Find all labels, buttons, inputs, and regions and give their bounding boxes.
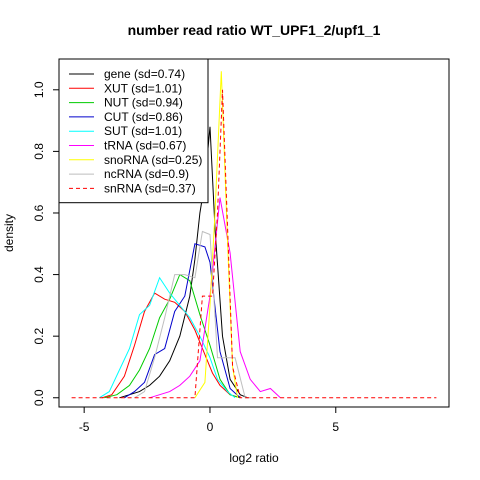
series-line-3 — [104, 273, 241, 399]
y-tick-label: 0.4 — [32, 266, 46, 283]
x-tick-label: -5 — [79, 420, 90, 434]
y-tick-label: 0.8 — [32, 143, 46, 160]
legend-entry: XUT (sd=1.01) — [104, 81, 182, 95]
y-tick-label: 0.0 — [32, 389, 46, 406]
series-line-9 — [71, 89, 437, 399]
legend-entry: NUT (sd=0.94) — [104, 96, 183, 110]
legend-entry: ncRNA (sd=0.9) — [104, 167, 189, 181]
legend-entry: snoRNA (sd=0.25) — [104, 153, 202, 167]
legend-entry: snRNA (sd=0.37) — [104, 181, 196, 195]
series-line-8 — [134, 230, 256, 399]
x-tick-label: 5 — [332, 420, 339, 434]
series-layer — [71, 71, 437, 399]
y-axis: 0.0 0.2 0.4 0.6 0.8 1.0 — [32, 81, 60, 406]
series-line-4 — [124, 243, 241, 399]
legend-entry: tRNA (sd=0.67) — [104, 139, 186, 153]
y-tick-label: 0.2 — [32, 328, 46, 345]
x-tick-label: 0 — [207, 420, 214, 434]
x-axis-label: log2 ratio — [229, 451, 279, 465]
chart-title: number read ratio WT_UPF1_2/upf1_1 — [128, 22, 381, 38]
y-tick-label: 0.6 — [32, 204, 46, 221]
series-line-2 — [101, 292, 241, 399]
legend-entry: CUT (sd=0.86) — [104, 110, 183, 124]
series-line-6 — [149, 197, 281, 399]
y-tick-label: 1.0 — [32, 81, 46, 98]
y-axis-label: density — [2, 214, 16, 252]
legend-entry: gene (sd=0.74) — [104, 67, 185, 81]
legend: gene (sd=0.74)XUT (sd=1.01)NUT (sd=0.94)… — [58, 58, 209, 204]
series-line-7 — [194, 71, 239, 399]
series-line-5 — [99, 276, 236, 399]
x-axis: -5 0 5 — [79, 406, 339, 434]
legend-entry: SUT (sd=1.01) — [104, 124, 182, 138]
